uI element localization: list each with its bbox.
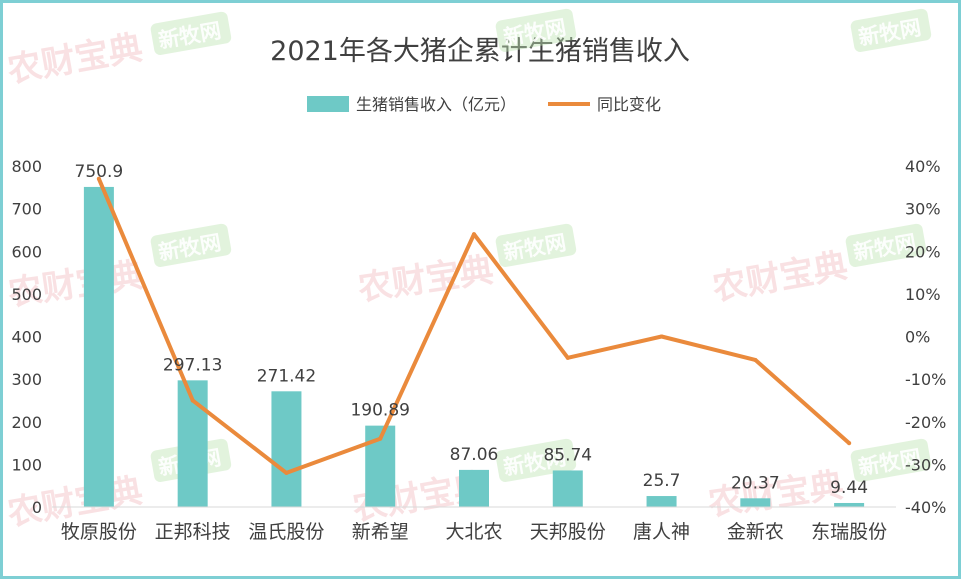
bar-value-label: 750.9: [75, 162, 124, 182]
line-point: [190, 398, 195, 403]
bar-value-label: 87.06: [450, 445, 499, 465]
bar: [459, 469, 489, 507]
y-axis-right: -40% -30% -20% -10% 0% 10% 20% 30% 40%: [905, 157, 946, 517]
x-tick-label: 唐人神: [633, 521, 690, 543]
line-point: [284, 470, 289, 475]
bar: [834, 502, 865, 507]
y2-tick-label: -30%: [905, 455, 946, 474]
bar-value-label: 20.37: [731, 473, 780, 493]
line-point: [659, 334, 664, 339]
bar-value-label: 9.44: [830, 478, 868, 498]
watermark-badge: [845, 223, 927, 267]
x-tick-label: 牧原股份: [61, 521, 137, 543]
bar-value-label: 190.89: [350, 401, 409, 421]
x-tick-label: 天邦股份: [530, 521, 606, 543]
watermark-brand-a: 农财宝典: [710, 246, 851, 309]
y-tick-label: 400: [11, 328, 42, 347]
bar-value-label: 85.74: [543, 445, 592, 465]
y-tick-label: 600: [11, 242, 42, 261]
line-point: [378, 436, 383, 441]
y-axis-left: 0 100 200 300 400 500 600 700 800: [11, 157, 42, 517]
value-labels: 750.9 297.13 271.42 190.89 87.06 85.74 25.7 20.…: [75, 162, 868, 498]
watermark-badge: [850, 8, 932, 52]
watermark-badge: [495, 8, 577, 52]
watermark-badge: [150, 223, 232, 267]
y-tick-label: 100: [11, 455, 42, 474]
y-tick-label: 0: [32, 498, 42, 517]
legend: 生猪销售收入（亿元） 同比变化: [307, 95, 661, 114]
watermark-badge: [150, 11, 232, 55]
legend-swatch-bar: [307, 96, 349, 112]
line-point: [96, 176, 101, 181]
legend-label-line: 同比变化: [597, 95, 661, 114]
x-tick-label: 新希望: [352, 521, 409, 543]
y2-tick-label: -20%: [905, 413, 946, 432]
bar: [83, 186, 114, 507]
y-tick-label: 800: [11, 157, 42, 176]
line-point: [847, 441, 852, 446]
bar: [646, 496, 677, 507]
line-point: [753, 357, 758, 362]
y2-tick-label: -10%: [905, 370, 946, 389]
x-tick-label: 温氏股份: [248, 521, 324, 543]
y2-tick-label: 30%: [905, 200, 941, 219]
y-tick-label: 700: [11, 200, 42, 219]
line-point: [472, 232, 476, 237]
y2-tick-label: 20%: [905, 242, 941, 261]
bar: [740, 498, 771, 507]
x-tick-label: 大北农: [445, 521, 502, 543]
yoy-change-line: [96, 176, 852, 475]
y2-tick-label: 40%: [905, 157, 941, 176]
line-point: [565, 355, 570, 360]
y-tick-label: 200: [11, 413, 42, 432]
line-series: [96, 176, 852, 475]
x-tick-label: 正邦科技: [155, 521, 231, 543]
bar: [552, 470, 583, 507]
y2-tick-label: 10%: [905, 285, 941, 304]
y2-tick-label: 0%: [905, 328, 930, 347]
y2-tick-label: -40%: [905, 498, 946, 517]
bar-value-label: 271.42: [257, 366, 316, 386]
y-tick-label: 300: [11, 370, 42, 389]
watermark-badge: [850, 438, 932, 482]
bar-value-label: 25.7: [643, 471, 681, 491]
x-tick-label: 金新农: [727, 521, 784, 543]
x-tick-label: 东瑞股份: [811, 521, 887, 543]
watermark-brand-a: 农财宝典: [5, 28, 146, 91]
watermark-brand-a: 农财宝典: [356, 250, 496, 309]
legend-label-bar: 生猪销售收入（亿元）: [356, 95, 516, 114]
watermark-badge: [495, 223, 577, 267]
chart-title: 2021年各大猪企累计生猪销售收入: [270, 36, 690, 67]
y-tick-label: 500: [11, 285, 42, 304]
bar-value-label: 297.13: [163, 355, 222, 375]
bar: [271, 391, 302, 507]
x-axis: 牧原股份 正邦科技 温氏股份 新希望 大北农 天邦股份 唐人神 金新农 东瑞股份: [52, 506, 896, 543]
